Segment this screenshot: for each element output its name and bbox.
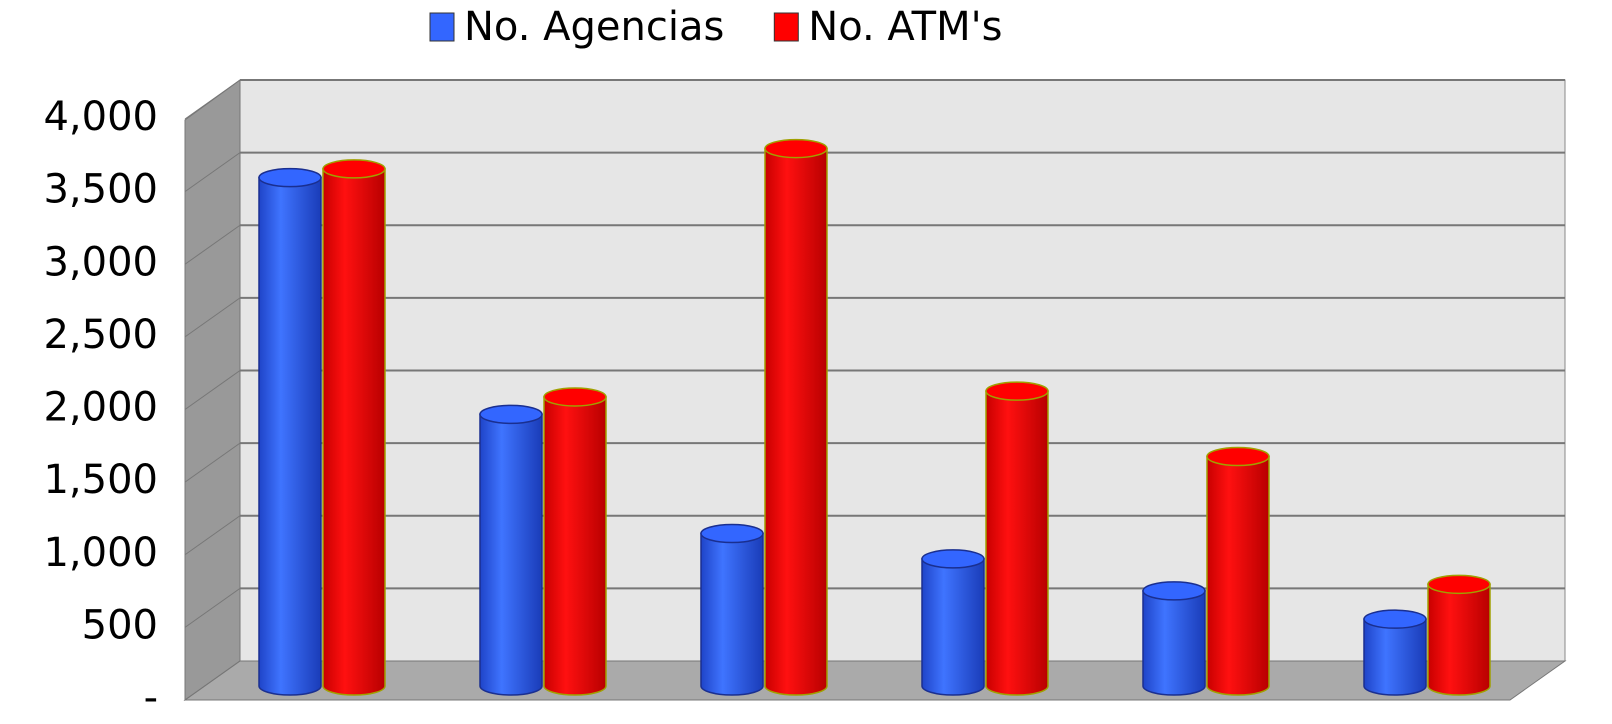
bar-top — [1363, 609, 1427, 629]
y-tick-label: 3,000 — [43, 239, 158, 285]
bar-top — [985, 381, 1049, 401]
bar-top — [1427, 574, 1491, 595]
legend-swatch — [773, 12, 799, 42]
grid-line-side — [184, 224, 241, 265]
bar — [479, 413, 543, 696]
bar — [322, 168, 386, 696]
bar-top — [322, 159, 386, 179]
legend-label: No. ATM's — [808, 4, 1002, 50]
bar — [1363, 618, 1427, 696]
grid-line-side — [184, 79, 241, 120]
bar-top — [1142, 581, 1206, 601]
y-tick-label: 3,500 — [43, 167, 158, 213]
grid-line-side — [184, 587, 241, 628]
grid-line-side — [184, 370, 241, 410]
y-tick-label: 500 — [82, 602, 158, 648]
grid-line-side — [184, 297, 241, 338]
legend-label: No. Agencias — [464, 4, 724, 50]
y-tick-label: - — [144, 675, 158, 721]
grid-line-side — [184, 660, 241, 701]
grid-line-side — [184, 442, 241, 483]
bar — [985, 390, 1049, 696]
bar-top — [921, 549, 985, 569]
bar-top — [543, 387, 607, 407]
y-tick-label: 1,000 — [43, 530, 158, 576]
bar — [1142, 590, 1206, 696]
bar — [921, 558, 985, 696]
legend-swatch — [429, 12, 455, 42]
floor — [183, 660, 1567, 701]
bar — [258, 176, 322, 696]
bar — [700, 532, 764, 696]
bar — [543, 396, 607, 696]
y-tick-label: 2,000 — [43, 385, 158, 431]
grid-line-side — [184, 152, 241, 193]
bar-top — [479, 404, 543, 425]
y-tick-label: 2,500 — [43, 312, 158, 358]
grid-line-side — [184, 515, 241, 556]
y-tick-label: 4,000 — [43, 94, 158, 140]
bar-top — [1206, 446, 1270, 467]
bar — [1427, 583, 1491, 696]
y-tick-label: 1,500 — [43, 457, 158, 503]
bar — [1206, 455, 1270, 696]
bar-top — [700, 523, 764, 544]
bar — [764, 147, 828, 696]
bar-top — [258, 167, 322, 188]
bar-top — [764, 138, 828, 159]
